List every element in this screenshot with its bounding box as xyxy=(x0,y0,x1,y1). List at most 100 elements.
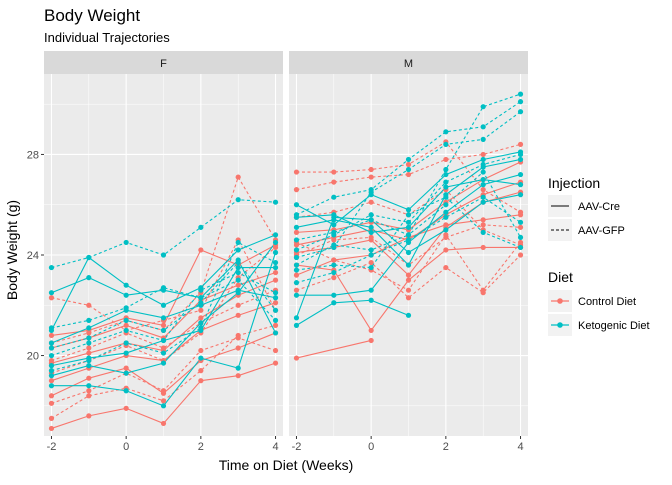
data-point xyxy=(405,272,412,278)
data-point xyxy=(86,302,92,308)
legend-label-diet: Control Diet xyxy=(578,296,636,308)
data-point xyxy=(235,312,241,318)
data-point xyxy=(293,224,300,230)
data-point xyxy=(198,368,204,374)
data-point xyxy=(160,337,167,344)
series-group xyxy=(48,174,279,432)
data-point xyxy=(198,287,204,293)
data-point xyxy=(48,352,55,359)
legend: Injection AAV-Cre AAV-GFP Diet Control Diet K… xyxy=(548,175,650,336)
data-point xyxy=(480,199,486,205)
data-point xyxy=(480,290,486,296)
data-point xyxy=(331,229,337,235)
data-point xyxy=(198,300,204,306)
data-point xyxy=(198,307,204,313)
data-point xyxy=(517,209,524,215)
data-point xyxy=(198,224,204,230)
data-point xyxy=(517,156,524,163)
data-point xyxy=(517,141,524,147)
facet-strip-label: F xyxy=(160,58,167,70)
data-point xyxy=(368,247,374,253)
data-point xyxy=(86,325,92,331)
data-point xyxy=(331,244,337,251)
data-point xyxy=(368,174,374,180)
data-point xyxy=(368,217,374,223)
data-point xyxy=(480,104,486,110)
legend-key-point xyxy=(557,298,563,304)
data-point xyxy=(368,327,374,334)
data-point xyxy=(272,244,279,251)
data-point xyxy=(48,295,55,301)
data-point xyxy=(368,234,374,241)
x-tick-label: 2 xyxy=(443,441,449,453)
data-point xyxy=(48,264,55,271)
data-point xyxy=(331,222,337,228)
data-point xyxy=(86,375,92,381)
series-group xyxy=(293,91,524,361)
data-point xyxy=(443,227,449,233)
data-point xyxy=(235,277,241,283)
data-point xyxy=(443,222,449,228)
data-point xyxy=(272,277,279,283)
data-point xyxy=(235,197,241,203)
data-point xyxy=(480,124,486,130)
data-point xyxy=(480,217,486,223)
legend-key-bg xyxy=(548,219,572,241)
data-point xyxy=(405,161,412,168)
data-point xyxy=(86,317,92,323)
data-point xyxy=(405,277,412,283)
data-point xyxy=(405,249,412,256)
y-tick-label: 24 xyxy=(27,250,39,262)
data-point xyxy=(405,295,412,301)
data-point xyxy=(368,287,374,293)
x-axis-label: Time on Diet (Weeks) xyxy=(219,457,354,473)
data-point xyxy=(48,425,55,432)
data-point xyxy=(272,259,279,266)
data-point xyxy=(480,151,486,158)
data-point xyxy=(517,109,524,115)
data-point xyxy=(198,347,204,354)
data-point xyxy=(123,370,129,376)
data-point xyxy=(123,305,129,311)
data-point xyxy=(331,194,337,200)
data-point xyxy=(235,282,241,288)
data-point xyxy=(198,320,204,326)
data-point xyxy=(86,275,92,281)
facet-panel-m: M -2 0 2 4 xyxy=(289,51,528,453)
data-point xyxy=(235,264,241,271)
data-point xyxy=(123,322,129,328)
x-tick-label: 0 xyxy=(368,441,374,453)
legend-label-diet: Ketogenic Diet xyxy=(578,320,650,332)
data-point xyxy=(480,244,486,251)
data-point xyxy=(405,212,412,218)
legend-label-injection: AAV-Cre xyxy=(578,201,620,213)
data-point xyxy=(160,285,167,291)
data-point xyxy=(443,184,449,190)
data-point xyxy=(405,166,412,173)
data-point xyxy=(405,156,412,163)
data-point xyxy=(293,229,300,235)
data-point xyxy=(480,182,486,188)
data-point xyxy=(123,350,129,356)
data-point xyxy=(86,254,92,261)
data-point xyxy=(517,99,524,105)
data-point xyxy=(293,267,300,273)
data-point xyxy=(517,182,524,188)
data-point xyxy=(480,169,486,175)
y-axis-label: Body Weight (g) xyxy=(4,200,20,300)
facet-strip-label: M xyxy=(404,58,413,70)
data-point xyxy=(331,212,337,218)
data-point xyxy=(123,365,129,371)
data-point xyxy=(443,214,449,220)
facet-strip xyxy=(44,51,283,74)
legend-title-injection: Injection xyxy=(548,175,600,191)
data-point xyxy=(443,179,449,185)
data-point xyxy=(272,322,279,328)
data-point xyxy=(293,272,300,278)
data-point xyxy=(272,264,279,271)
data-point xyxy=(368,264,374,271)
data-point xyxy=(272,307,279,313)
